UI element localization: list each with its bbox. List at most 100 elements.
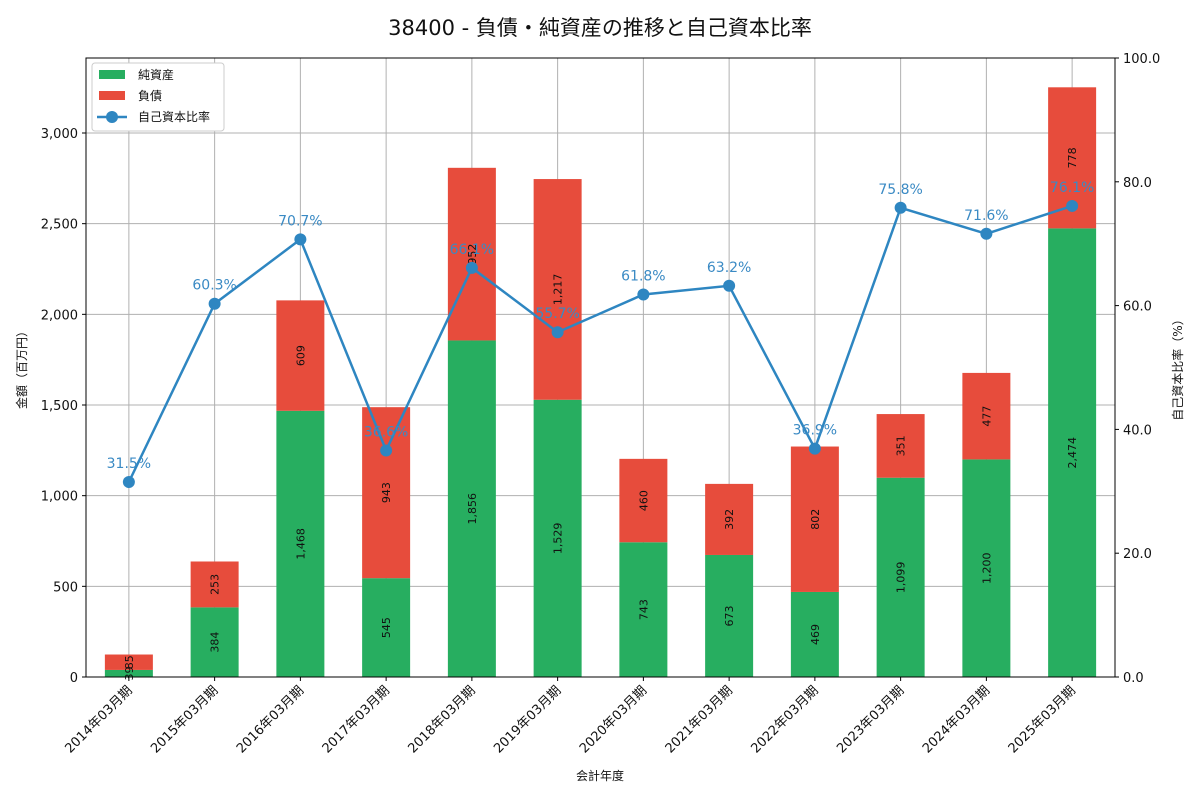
bar-liabilities xyxy=(190,561,239,608)
ratio-marker xyxy=(1066,199,1079,212)
bar-value-label: 2,474 xyxy=(1066,437,1079,469)
x-tick-label: 2015年03月期 xyxy=(148,683,221,756)
bar-value-label: 253 xyxy=(209,574,222,595)
y-tick-label: 0 xyxy=(70,671,78,686)
legend-label: 負債 xyxy=(138,88,162,103)
chart-title: 38400 - 負債・純資産の推移と自己資本比率 xyxy=(388,16,812,40)
bar-net-assets xyxy=(1048,228,1097,677)
x-tick-label: 2016年03月期 xyxy=(234,683,307,756)
bar-value-label: 1,200 xyxy=(980,552,993,584)
bar-value-label: 351 xyxy=(895,435,908,456)
bar-value-label: 1,468 xyxy=(294,528,307,560)
bar-value-label: 778 xyxy=(1066,147,1079,168)
ratio-label: 31.5% xyxy=(107,456,151,472)
bar-net-assets xyxy=(190,607,239,677)
bar-value-label: 802 xyxy=(809,509,822,530)
bar-value-label: 384 xyxy=(209,632,222,653)
plot-frame xyxy=(85,57,1116,678)
bar-net-assets xyxy=(962,459,1011,677)
ratio-marker xyxy=(465,261,478,274)
ratio-label: 36.6% xyxy=(364,424,408,440)
bar-value-label: 952 xyxy=(466,244,479,265)
x-tick-label: 2019年03月期 xyxy=(491,683,564,756)
ratio-marker xyxy=(723,279,736,292)
bar-liabilities xyxy=(962,372,1011,460)
x-tick-label: 2021年03月期 xyxy=(663,683,736,756)
y2-tick-label: 80.0 xyxy=(1123,176,1152,191)
x-tick-label: 2023年03月期 xyxy=(834,683,907,756)
ratio-marker xyxy=(294,233,307,246)
y2-tick-label: 0.0 xyxy=(1123,671,1144,686)
ratio-marker xyxy=(380,444,393,457)
x-tick-label: 2022年03月期 xyxy=(748,683,821,756)
legend-label: 純資産 xyxy=(138,67,174,82)
legend-marker-ratio xyxy=(106,111,118,123)
bar-liabilities xyxy=(705,483,754,555)
bar-value-label: 943 xyxy=(380,482,393,503)
y-tick-label: 1,000 xyxy=(41,490,78,505)
bar-net-assets xyxy=(790,591,839,677)
ratio-label: 36.9% xyxy=(793,423,837,439)
legend-swatch-net-assets xyxy=(99,70,125,79)
bar-liabilities xyxy=(533,179,582,400)
bar-net-assets xyxy=(362,578,411,677)
ratio-label: 55.7% xyxy=(535,306,579,322)
bar-value-label: 469 xyxy=(809,624,822,645)
ratio-label: 60.3% xyxy=(192,278,236,294)
ratio-line xyxy=(127,204,1073,483)
bar-liabilities xyxy=(876,414,925,478)
x-tick-label: 2018年03月期 xyxy=(405,683,478,756)
bar-value-label: 477 xyxy=(980,406,993,427)
ratio-marker xyxy=(808,442,821,455)
y-tick-label: 3,000 xyxy=(41,127,78,142)
ratio-label: 71.6% xyxy=(964,208,1008,224)
bar-net-assets xyxy=(619,542,668,677)
bar-liabilities xyxy=(276,300,325,411)
bar-value-label: 545 xyxy=(380,617,393,638)
ratio-marker xyxy=(551,326,564,339)
bar-net-assets xyxy=(533,399,582,677)
y2-tick-label: 60.0 xyxy=(1123,300,1152,315)
y-tick-label: 2,500 xyxy=(41,218,78,233)
ratio-marker xyxy=(208,297,221,310)
y2-tick-label: 40.0 xyxy=(1123,423,1152,438)
ratio-label: 63.2% xyxy=(707,260,751,276)
x-tick-label: 2025年03月期 xyxy=(1006,683,1079,756)
y2-tick-label: 100.0 xyxy=(1123,52,1160,67)
bar-value-label: 460 xyxy=(637,490,650,511)
bar-value-label: 392 xyxy=(723,509,736,530)
bar-value-label: 673 xyxy=(723,605,736,626)
bar-value-label: 1,856 xyxy=(466,493,479,525)
bar-liabilities xyxy=(790,446,839,592)
bar-liabilities xyxy=(619,458,668,543)
y-axis-label: 金額（百万円） xyxy=(14,325,29,409)
ratio-label: 76.1% xyxy=(1050,180,1094,196)
bar-net-assets xyxy=(705,554,754,677)
legend-box xyxy=(91,62,225,132)
bar-value-label: 609 xyxy=(294,345,307,366)
ratio-label: 61.8% xyxy=(621,268,665,284)
bar-value-label: 743 xyxy=(637,599,650,620)
x-tick-label: 2017年03月期 xyxy=(320,683,393,756)
ratio-label: 66.1% xyxy=(450,242,494,258)
bar-net-assets xyxy=(276,410,325,677)
ratio-marker xyxy=(980,227,993,240)
ratio-marker xyxy=(122,476,135,489)
ratio-label: 75.8% xyxy=(878,182,922,198)
y2-tick-label: 20.0 xyxy=(1123,547,1152,562)
x-axis-label: 会計年度 xyxy=(576,768,624,783)
bar-net-assets xyxy=(447,340,496,677)
ratio-marker xyxy=(894,201,907,214)
x-tick-label: 2024年03月期 xyxy=(920,683,993,756)
bar-value-label: 1,529 xyxy=(552,523,565,555)
bar-value-label: 1,217 xyxy=(552,274,565,306)
bar-liabilities xyxy=(104,654,153,670)
y-tick-label: 1,500 xyxy=(41,399,78,414)
bar-net-assets xyxy=(104,669,153,677)
bar-value-label: 1,099 xyxy=(895,562,908,594)
bar-net-assets xyxy=(876,477,925,677)
ratio-label: 70.7% xyxy=(278,213,322,229)
y-tick-label: 2,000 xyxy=(41,308,78,323)
legend-label: 自己資本比率 xyxy=(138,109,210,124)
